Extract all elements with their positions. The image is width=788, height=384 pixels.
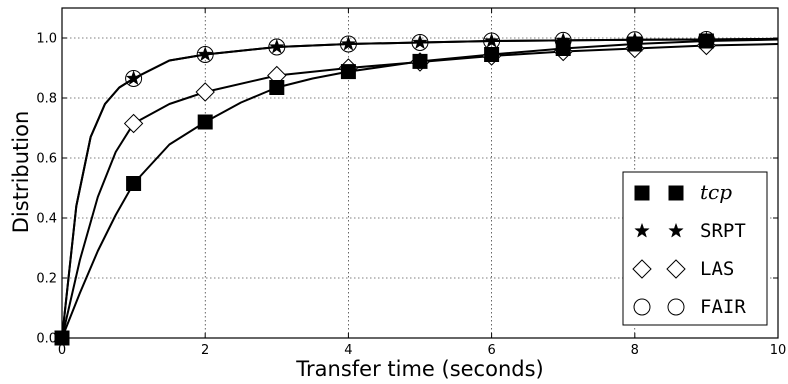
- data-point-tcp: [126, 176, 142, 191]
- y-tick-label: 1.0: [36, 32, 57, 47]
- y-tick-label: 0.6: [36, 152, 57, 167]
- x-tick-label: 0: [58, 343, 66, 358]
- data-point-srpt: [340, 35, 357, 51]
- data-point-srpt: [555, 32, 572, 48]
- x-tick-label: 4: [344, 343, 352, 358]
- y-axis-label: Distribution: [9, 111, 33, 234]
- legend-marker-fair: [667, 298, 685, 316]
- legend-label-tcp: tcp: [700, 180, 732, 204]
- data-point-tcp: [484, 47, 500, 62]
- legend-marker-las: [632, 259, 652, 279]
- y-tick-label: 0.8: [36, 92, 57, 107]
- data-point-srpt: [197, 46, 214, 62]
- legend: tcp SRPT LAS FAIR: [622, 171, 768, 326]
- legend-marker-tcp: [668, 185, 684, 201]
- legend-marker-tcp: [634, 185, 650, 201]
- data-point-las: [195, 82, 215, 102]
- data-point-las: [123, 113, 144, 134]
- legend-label-srpt: SRPT: [700, 220, 746, 242]
- legend-marker-srpt: [634, 222, 650, 238]
- series-markers: [54, 31, 717, 346]
- data-point-srpt: [125, 70, 142, 86]
- legend-label-las: LAS: [700, 258, 734, 280]
- legend-marker-las: [666, 259, 686, 279]
- x-tick-label: 10: [770, 343, 787, 358]
- data-point-srpt: [626, 31, 643, 47]
- x-tick-label: 2: [201, 343, 209, 358]
- x-tick-label: 8: [631, 343, 639, 358]
- data-point-srpt: [268, 38, 285, 54]
- legend-marker-srpt: [668, 222, 684, 238]
- data-point-srpt: [483, 32, 500, 48]
- x-axis-label: Transfer time (seconds): [295, 357, 543, 381]
- data-point-tcp: [412, 53, 428, 69]
- legend-label-fair: FAIR: [700, 296, 746, 318]
- plot-frame: [61, 7, 779, 339]
- series-line-fair: [61, 37, 779, 339]
- y-tick-label: 0.4: [36, 212, 57, 227]
- axis-ticks: 0 2 4 6 8 10 0.0 0.2 0.4 0.6 0.8 1.0: [36, 8, 786, 358]
- data-point-tcp: [340, 64, 356, 80]
- data-point-srpt: [412, 34, 428, 50]
- y-tick-label: 0.2: [36, 272, 57, 287]
- data-point-srpt: [698, 31, 715, 47]
- legend-marker-fair: [633, 298, 651, 316]
- y-tick-label: 0.0: [36, 332, 57, 347]
- x-tick-label: 6: [487, 343, 495, 358]
- data-point-tcp: [269, 80, 285, 95]
- data-point-tcp: [197, 114, 213, 130]
